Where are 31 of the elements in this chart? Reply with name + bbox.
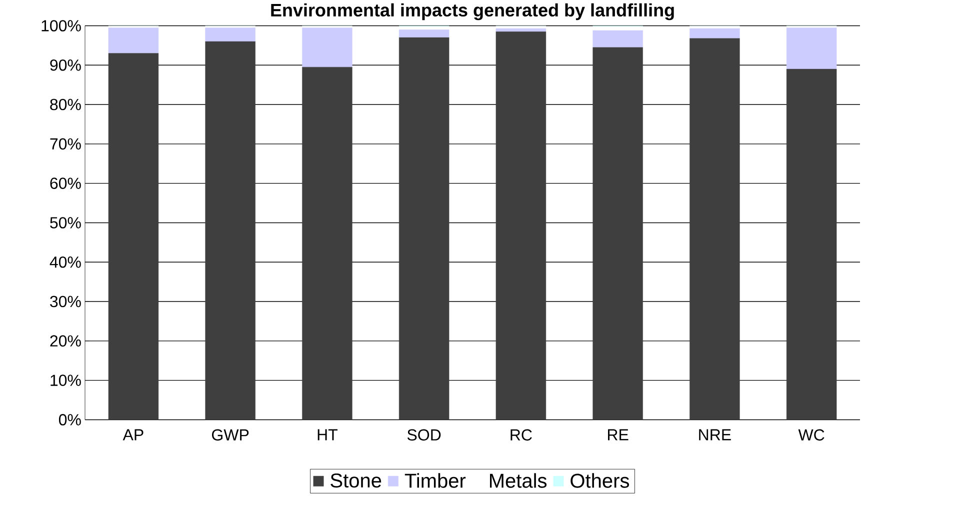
x-tick-label: RC <box>510 429 532 441</box>
x-tick-label: AP <box>122 429 144 440</box>
bar <box>690 28 740 39</box>
legend-label: Stone <box>330 474 382 488</box>
bar <box>786 28 837 70</box>
x-tick-label: RE <box>608 429 628 440</box>
y-tick-label: 50% <box>50 217 81 229</box>
y-tick-label: 0% <box>58 414 81 426</box>
bar <box>398 30 450 38</box>
legend-label: Timber <box>404 473 466 488</box>
bar <box>302 28 352 68</box>
bar <box>205 28 256 42</box>
x-tick-label: WC <box>798 429 824 441</box>
text: Metals <box>490 473 547 488</box>
bar <box>108 28 159 54</box>
y-tick-label: 80% <box>50 99 81 110</box>
x-tick-label: SOD <box>407 429 441 441</box>
y-tick-label: 30% <box>50 296 81 308</box>
y-tick-label: 20% <box>50 335 81 347</box>
bar <box>592 30 643 48</box>
y-tick-label: 10% <box>50 374 81 386</box>
y-tick-label: 70% <box>50 138 81 150</box>
x-tick-label: NRE <box>699 429 731 440</box>
chart-title: Environmental impacts generated by landfilling <box>271 3 674 20</box>
y-tick-label: 90% <box>50 60 81 71</box>
y-tick-label: 100% <box>42 20 81 32</box>
legend-label: Others <box>570 473 629 488</box>
x-tick-label: HT <box>318 429 338 440</box>
x-tick-label: GWP <box>212 429 249 441</box>
y-tick-label: 40% <box>50 256 81 268</box>
y-tick-label: 60% <box>50 178 81 190</box>
